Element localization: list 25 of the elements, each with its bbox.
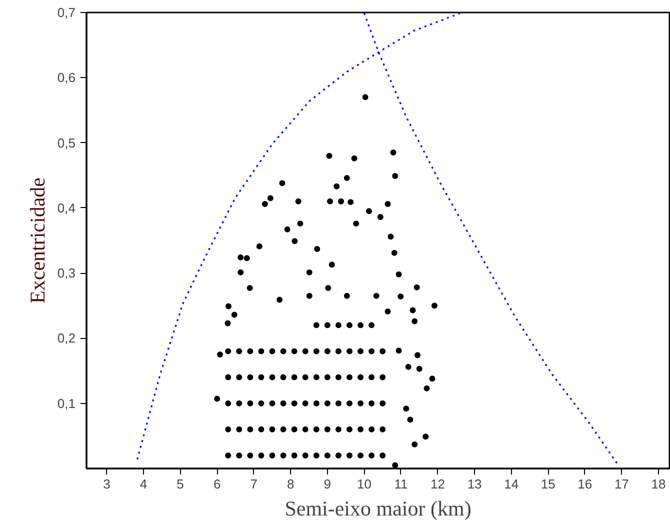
x-tick-label: 9 bbox=[324, 476, 332, 492]
y-tick-label: 0,2 bbox=[57, 330, 76, 346]
y-tick-label: 0,5 bbox=[57, 135, 76, 150]
x-tick-label: 16 bbox=[578, 476, 592, 492]
x-tick-label: 13 bbox=[467, 476, 482, 492]
x-tick-label: 14 bbox=[504, 476, 519, 492]
y-tick-label: 0,6 bbox=[57, 70, 76, 86]
x-tick-label: 6 bbox=[213, 476, 221, 492]
y-axis-title: Excentricidade bbox=[25, 178, 50, 304]
x-tick-label: 10 bbox=[356, 476, 372, 492]
x-tick-label: 7 bbox=[250, 476, 258, 492]
y-tick-label: 0,3 bbox=[57, 266, 76, 281]
x-tick-label: 15 bbox=[540, 476, 556, 492]
y-tick-label: 0,7 bbox=[57, 5, 76, 20]
x-tick-label: 4 bbox=[140, 476, 148, 492]
y-tick-label: 0,4 bbox=[57, 200, 76, 216]
y-tick-label: 0,1 bbox=[57, 396, 76, 411]
x-tick-label: 17 bbox=[614, 476, 629, 492]
x-tick-label: 8 bbox=[287, 476, 294, 492]
x-tick-label: 3 bbox=[103, 476, 110, 492]
x-tick-label: 5 bbox=[176, 476, 184, 492]
x-axis-title: Semi-eixo maior (km) bbox=[284, 496, 472, 520]
x-tick-label: 11 bbox=[394, 476, 408, 492]
x-tick-label: 18 bbox=[651, 476, 666, 492]
x-tick-label: 12 bbox=[430, 476, 446, 492]
